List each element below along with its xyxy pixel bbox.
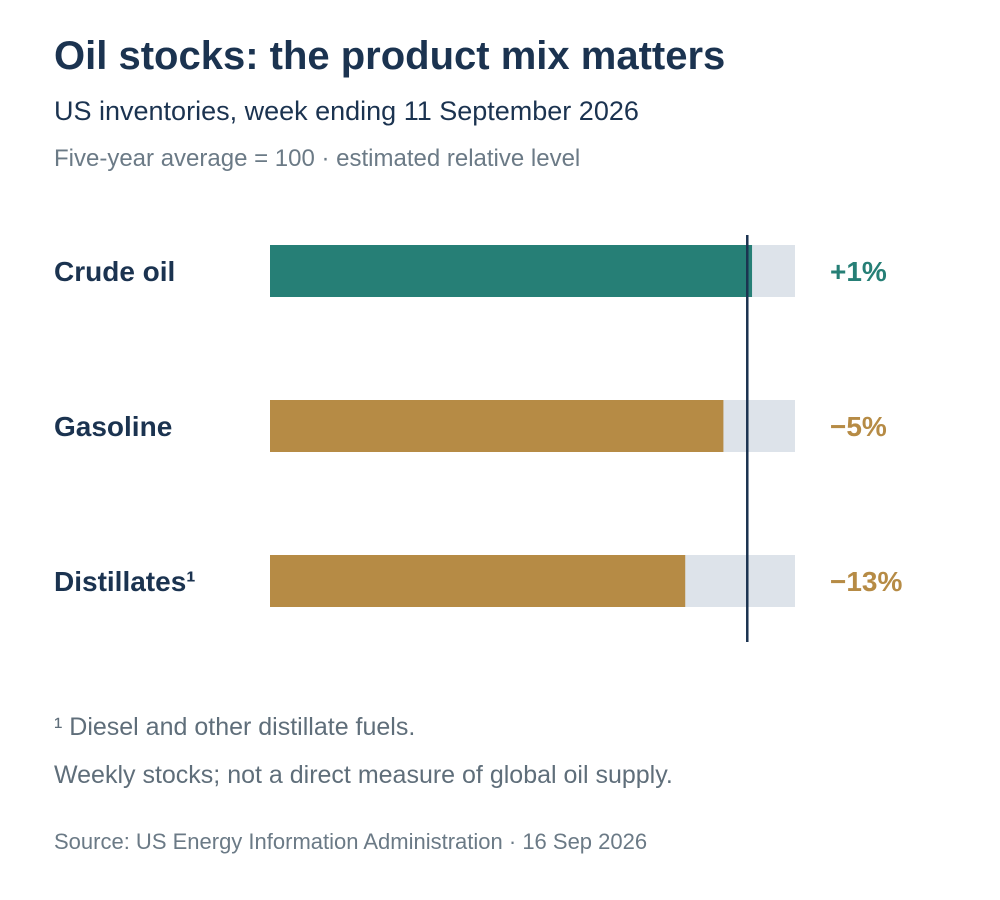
category-label: Gasoline <box>54 411 172 442</box>
value-label: −5% <box>830 411 887 442</box>
chart-subtitle: US inventories, week ending 11 September… <box>54 96 639 126</box>
value-label: −13% <box>830 566 902 597</box>
category-label: Distillates¹ <box>54 566 196 597</box>
chart-title: Oil stocks: the product mix matters <box>54 34 726 78</box>
bar <box>270 245 753 297</box>
source-line: Source: US Energy Information Administra… <box>54 829 648 854</box>
bar-chart: Crude oil +1% Gasoline −5% Distillates¹ −13% <box>54 235 902 642</box>
footnote: ¹ Diesel and other distillate fuels. <box>54 713 416 741</box>
bar <box>270 555 686 607</box>
category-label: Crude oil <box>54 256 175 287</box>
bar <box>270 400 724 452</box>
value-label: +1% <box>830 256 887 287</box>
chart-note: Five-year average = 100 · estimated rela… <box>54 145 581 172</box>
caveat-note: Weekly stocks; not a direct measure of g… <box>54 761 673 789</box>
